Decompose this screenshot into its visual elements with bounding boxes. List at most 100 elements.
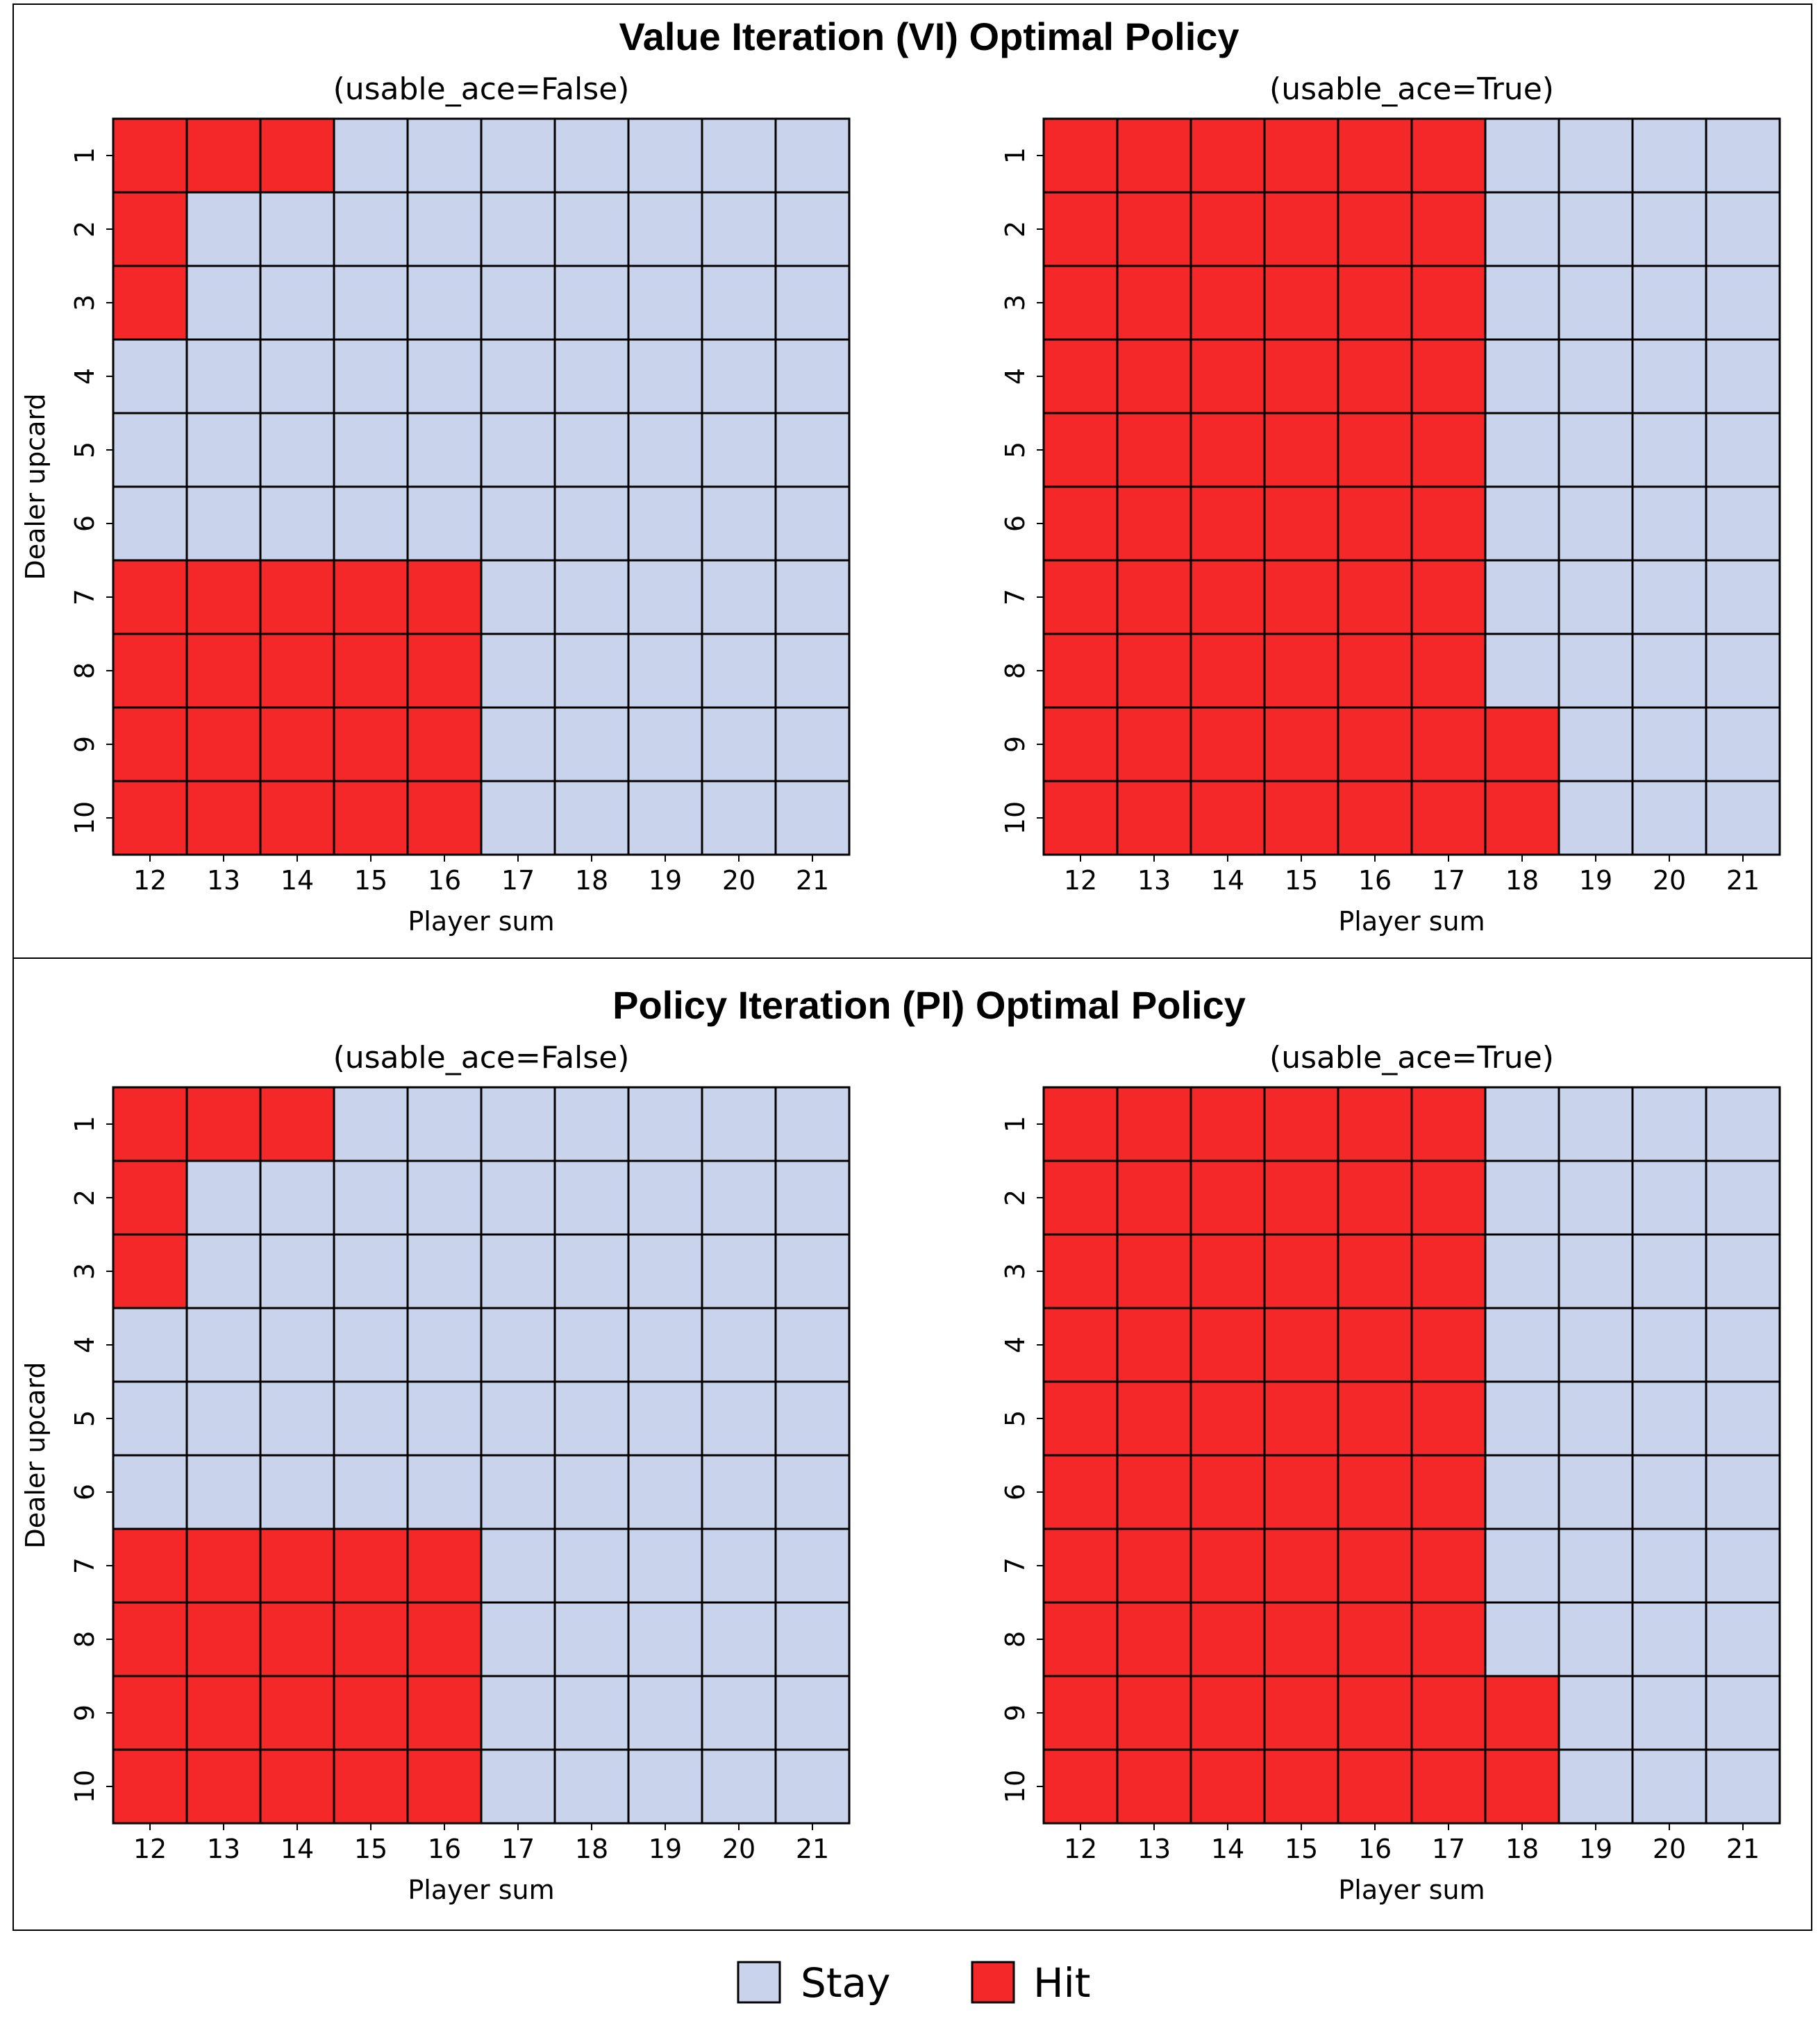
heatmap-cell [1410, 559, 1487, 635]
heatmap-cell [259, 265, 335, 341]
heatmap-cell [1484, 485, 1560, 562]
heatmap-cell [1337, 1675, 1413, 1751]
heatmap-cell [701, 1748, 777, 1825]
heatmap-cell [1189, 338, 1266, 415]
vi-usable-ace-heatmap: (usable_ace=True)12 13 14 15 16 17 18 19 20 21123… [1000, 72, 1781, 937]
heatmap-cell [1631, 1675, 1708, 1751]
heatmap-cell [1558, 633, 1634, 709]
heatmap-cell [1705, 1086, 1781, 1162]
heatmap-cell [774, 559, 851, 635]
heatmap-cell [1484, 1159, 1560, 1236]
heatmap-cell [1116, 1233, 1192, 1309]
x-tick-label: 13 [1137, 1834, 1171, 1864]
heatmap-cell [185, 1159, 262, 1236]
y-tick-label: 5 [69, 1410, 100, 1427]
heatmap-cell [1631, 1159, 1708, 1236]
heatmap-cell [774, 338, 851, 415]
heatmap-cell [406, 1307, 483, 1383]
heatmap-cell [1705, 780, 1781, 856]
pi-section-title: Policy Iteration (PI) Optimal Policy [612, 983, 1246, 1027]
heatmap-cell [701, 1307, 777, 1383]
heatmap-cell [1042, 1454, 1119, 1530]
heatmap-cell [185, 485, 262, 562]
heatmap-cell [259, 1086, 335, 1162]
heatmap-cell [627, 706, 703, 782]
heatmap-cell [1558, 1675, 1634, 1751]
heatmap-cell [1189, 1233, 1266, 1309]
heatmap-cell [185, 633, 262, 709]
heatmap-cell [1337, 412, 1413, 488]
vi-no-ace-subtitle: (usable_ace=False) [333, 72, 630, 107]
heatmap-cell [1263, 1454, 1339, 1530]
heatmap-cell [1116, 1380, 1192, 1457]
heatmap-cell [333, 1527, 409, 1604]
heatmap-cell [480, 1233, 556, 1309]
heatmap-cell [480, 191, 556, 267]
heatmap-cell [1042, 1601, 1119, 1677]
heatmap-cell [1189, 1601, 1266, 1677]
heatmap-cell [1631, 338, 1708, 415]
heatmap-cell [1042, 1748, 1119, 1825]
heatmap-cell [480, 1159, 556, 1236]
heatmap-cell [406, 1601, 483, 1677]
heatmap-cell [333, 706, 409, 782]
heatmap-cell [185, 117, 262, 194]
heatmap-cell [1337, 1086, 1413, 1162]
heatmap-cell [701, 780, 777, 856]
y-tick-label: 5 [1000, 442, 1030, 458]
heatmap-cell [1042, 780, 1119, 856]
heatmap-cell [1705, 1454, 1781, 1530]
x-tick-label: 20 [722, 1834, 755, 1864]
heatmap-cell [1116, 706, 1192, 782]
pi-section-frame [12, 957, 1812, 1931]
heatmap-cell [1337, 1380, 1413, 1457]
heatmap-cell [627, 559, 703, 635]
x-tick-label: 21 [796, 1834, 829, 1864]
heatmap-cell [774, 1454, 851, 1530]
heatmap-cell [701, 1527, 777, 1604]
heatmap-cell [1189, 412, 1266, 488]
heatmap-cell [1631, 1307, 1708, 1383]
y-tick-label: 1 [1000, 1116, 1030, 1132]
heatmap-cell [112, 485, 188, 562]
y-tick-label: 9 [1000, 1705, 1030, 1721]
heatmap-cell [553, 1601, 630, 1677]
heatmap-cell [774, 191, 851, 267]
heatmap-cell [1410, 1748, 1487, 1825]
heatmap-cell [259, 1527, 335, 1604]
heatmap-cell [1484, 191, 1560, 267]
heatmap-cell [553, 338, 630, 415]
heatmap-cell [406, 780, 483, 856]
heatmap-cell [1263, 633, 1339, 709]
heatmap-cell [1042, 1380, 1119, 1457]
heatmap-cell [1337, 1159, 1413, 1236]
heatmap-cell [112, 1233, 188, 1309]
heatmap-cell [701, 1675, 777, 1751]
x-tick-label: 14 [281, 865, 314, 896]
heatmap-cell [480, 485, 556, 562]
heatmap-cell [406, 1748, 483, 1825]
heatmap-cell [1263, 1086, 1339, 1162]
heatmap-cell [701, 485, 777, 562]
heatmap-cell [406, 1454, 483, 1530]
heatmap-cell [1705, 1233, 1781, 1309]
heatmap-cell [1042, 191, 1119, 267]
heatmap-cell [1042, 1086, 1119, 1162]
heatmap-cell [406, 191, 483, 267]
heatmap-cell [1116, 338, 1192, 415]
heatmap-cell [1484, 338, 1560, 415]
heatmap-cell [1484, 559, 1560, 635]
pi-no-ace-subtitle: (usable_ace=False) [333, 1040, 630, 1075]
y-tick-label: 6 [69, 515, 100, 532]
heatmap-cell [112, 1748, 188, 1825]
heatmap-cell [333, 265, 409, 341]
heatmap-cell [1484, 780, 1560, 856]
heatmap-cell [112, 1307, 188, 1383]
heatmap-cell [1189, 1454, 1266, 1530]
heatmap-cell [406, 485, 483, 562]
heatmap-cell [480, 633, 556, 709]
heatmap-cell [1558, 412, 1634, 488]
heatmap-cell [333, 780, 409, 856]
x-tick-label: 16 [428, 865, 461, 896]
y-tick-label: 6 [1000, 515, 1030, 532]
